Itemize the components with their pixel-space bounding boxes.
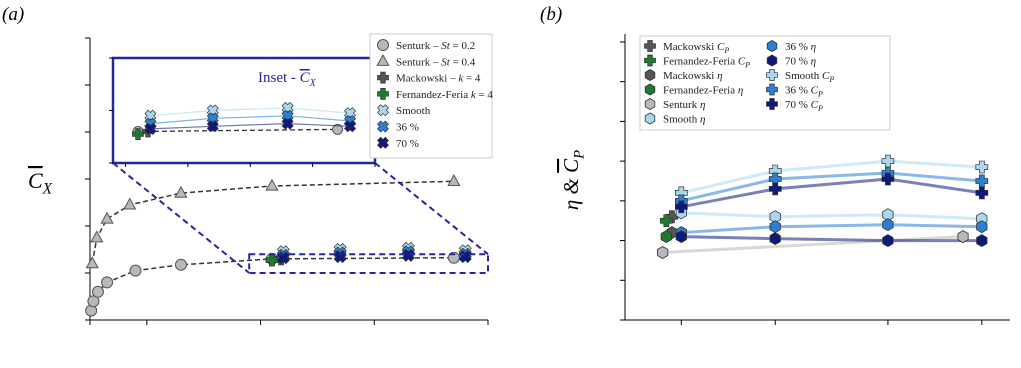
data-point	[85, 256, 99, 269]
data-point	[768, 182, 782, 196]
data-point	[957, 230, 969, 244]
data-point	[657, 246, 669, 259]
legend-marker	[377, 120, 389, 133]
data-point	[265, 178, 279, 191]
legend-label: Smooth	[396, 105, 431, 117]
legend-marker	[644, 69, 656, 81]
data-point	[975, 186, 989, 200]
legend-label: Senturk – St = 0.4	[396, 56, 476, 68]
panel-label-b: (b)	[540, 4, 562, 25]
y-axis-label: η & CP	[559, 150, 587, 210]
legend-label: 70 % CP	[785, 99, 823, 113]
legend-marker	[377, 71, 389, 84]
legend-marker	[644, 98, 656, 110]
inset-data-point	[206, 120, 219, 133]
legend-label: Fernandez-Feria k = 4	[396, 89, 493, 101]
series-line	[681, 211, 982, 221]
data-point	[975, 160, 989, 174]
legend-marker	[377, 104, 389, 117]
data-point	[665, 210, 679, 224]
data-point	[100, 211, 114, 224]
data-point	[976, 234, 988, 248]
legend-label: 70 %	[396, 138, 419, 150]
legend-marker	[766, 83, 778, 96]
legend	[639, 35, 891, 131]
series-line	[680, 171, 982, 203]
legend-label: 36 %	[396, 122, 419, 134]
legend-marker	[766, 98, 778, 110]
legend-marker	[644, 83, 656, 96]
inset-series-line	[150, 122, 351, 130]
data-point	[265, 253, 279, 267]
data-point	[674, 200, 688, 214]
legend-marker	[766, 69, 778, 81]
legend-label: Smooth η	[663, 114, 705, 126]
zoom-connector	[374, 162, 489, 255]
zoom-box	[248, 253, 489, 274]
data-point	[174, 185, 188, 198]
inset-data-point	[332, 123, 344, 135]
data-point	[401, 248, 415, 262]
zoom-connector	[112, 162, 250, 274]
legend-label: 70 % η	[785, 56, 816, 68]
legend-marker	[377, 39, 389, 51]
legend-marker	[766, 54, 778, 67]
legend-marker	[644, 112, 656, 125]
data-point	[881, 172, 895, 186]
data-point	[769, 220, 781, 234]
legend-label: Fernandez-Feria CP	[663, 56, 750, 70]
inset-series-line	[150, 107, 351, 117]
fit-curve	[91, 180, 454, 264]
legend-label: Fernandez-Feria η	[663, 85, 743, 97]
inset-series-line	[150, 115, 351, 125]
inset-data-point	[132, 128, 144, 140]
panel-label-a: (a)	[2, 4, 24, 25]
y-axis-label: CX	[28, 168, 53, 198]
series-line	[681, 235, 982, 243]
legend-marker	[644, 40, 656, 52]
legend-label: Mackowski CP	[663, 41, 729, 55]
inset-frame	[111, 56, 377, 165]
inset-data-point	[144, 122, 157, 135]
legend-marker	[766, 40, 778, 52]
legend-label: Senturk η	[663, 99, 705, 111]
inset-fit-curve	[137, 128, 338, 133]
chart-panel-a: CX Inset - CX Senturk – St = 0.2 Senturk – …	[28, 33, 493, 325]
data-point	[881, 154, 895, 168]
data-point	[90, 230, 104, 243]
legend-marker	[377, 88, 389, 100]
data-point	[101, 276, 114, 289]
legend-label: Mackowski η	[663, 70, 723, 82]
data-point	[123, 197, 137, 210]
series-line	[681, 177, 983, 209]
data-point	[882, 218, 894, 232]
data-point	[975, 174, 989, 188]
data-point	[174, 258, 187, 271]
series-line	[681, 223, 982, 235]
legend-label: 36 % CP	[785, 85, 823, 99]
data-point	[660, 230, 672, 244]
data-point	[882, 234, 894, 248]
legend-marker	[376, 53, 390, 66]
inset-data-point	[281, 117, 294, 130]
data-point	[91, 285, 104, 298]
data-point	[769, 232, 781, 246]
legend-marker	[377, 136, 389, 149]
data-point	[675, 230, 687, 244]
legend-marker	[644, 54, 656, 67]
data-point	[447, 173, 461, 186]
data-point	[976, 220, 988, 234]
data-point	[659, 214, 673, 228]
series-line	[680, 159, 982, 195]
legend	[369, 33, 493, 159]
legend-label: Mackowski – k = 4	[396, 73, 481, 85]
legend-label: Smooth CP	[785, 70, 834, 84]
legend-label: Senturk – St = 0.2	[396, 40, 475, 52]
inset-data-point	[343, 120, 357, 133]
inset-title: Inset - CX	[258, 70, 317, 89]
legend-label: 36 % η	[785, 41, 816, 53]
data-point	[129, 264, 142, 277]
